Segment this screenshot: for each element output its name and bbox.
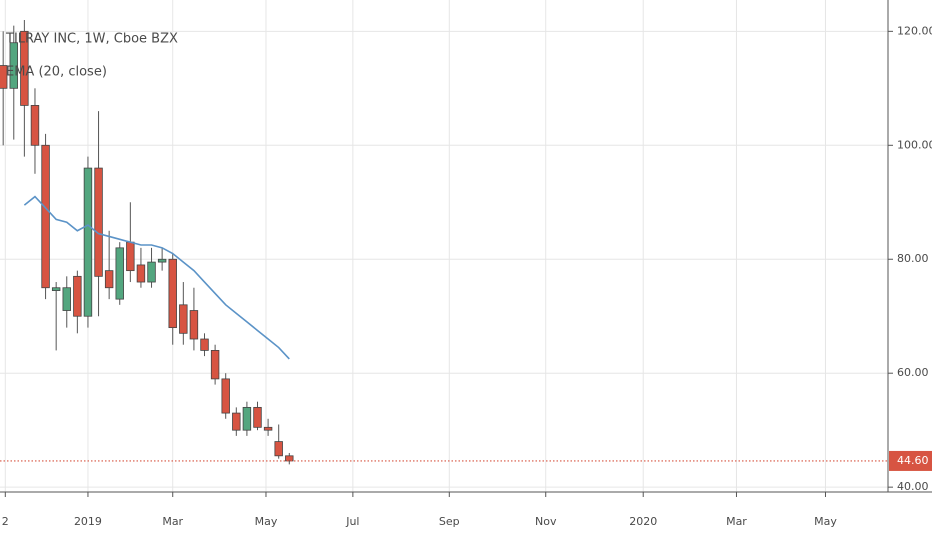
candle-body xyxy=(73,275,82,317)
y-axis-panel xyxy=(889,0,932,491)
candle-body xyxy=(253,406,262,428)
x-tick-label: May xyxy=(814,515,837,528)
y-tick-label: 100.00 xyxy=(897,138,932,151)
candle-body xyxy=(189,310,199,340)
indicator-legend: EMA (20, close) xyxy=(6,65,107,80)
y-tick-label: 40.00 xyxy=(897,480,929,493)
y-tick-label: 60.00 xyxy=(897,366,929,379)
candle-body xyxy=(126,241,135,272)
x-tick-label: 2019 xyxy=(74,515,102,528)
x-tick-label: Nov xyxy=(535,515,557,528)
candle-body xyxy=(0,65,8,89)
chart-title: TILRAY INC, 1W, Cboe BZX xyxy=(5,32,178,47)
candle-body xyxy=(274,441,283,457)
candle-body xyxy=(62,287,71,311)
candle-body xyxy=(200,338,209,351)
x-tick-label: Sep xyxy=(439,515,460,528)
candle-body xyxy=(51,287,61,291)
x-tick-label: Mar xyxy=(162,515,183,528)
candle-body xyxy=(30,105,40,146)
candle-body xyxy=(41,144,50,289)
candle-body xyxy=(242,406,252,431)
y-tick-label: 80.00 xyxy=(897,252,929,265)
candle-body xyxy=(136,264,146,283)
marks xyxy=(0,19,888,465)
candle-body xyxy=(285,455,294,462)
candle-body xyxy=(83,167,93,317)
candle-body xyxy=(221,378,230,414)
candle-body xyxy=(263,426,273,431)
last-price-badge xyxy=(889,450,932,471)
x-tick-label: Mar xyxy=(726,515,747,528)
grid xyxy=(0,0,888,492)
candle-body xyxy=(157,258,167,263)
last-price-label: 44.60 xyxy=(897,454,929,467)
candle-body xyxy=(115,247,124,300)
x-tick-label: May xyxy=(255,515,278,528)
x-axis-panel xyxy=(0,493,932,550)
candle-body xyxy=(168,258,177,329)
candle-body xyxy=(94,167,103,277)
x-tick-label: 2020 xyxy=(629,515,657,528)
candle-body xyxy=(9,42,18,89)
candle-body xyxy=(210,350,220,380)
ema-line xyxy=(23,195,290,360)
candle-body xyxy=(179,304,188,334)
y-tick-label: 120.00 xyxy=(897,24,932,37)
candle-body xyxy=(104,270,114,289)
candle-body xyxy=(147,261,156,283)
labels: 40.00 60.00 80.00 100.00 120.00 2 2019 Mar May Ju… xyxy=(2,24,932,528)
x-tick-label: 2 xyxy=(2,515,9,528)
candle-body xyxy=(20,30,29,106)
x-tick-label: Jul xyxy=(345,515,359,528)
candle-body xyxy=(232,412,241,431)
